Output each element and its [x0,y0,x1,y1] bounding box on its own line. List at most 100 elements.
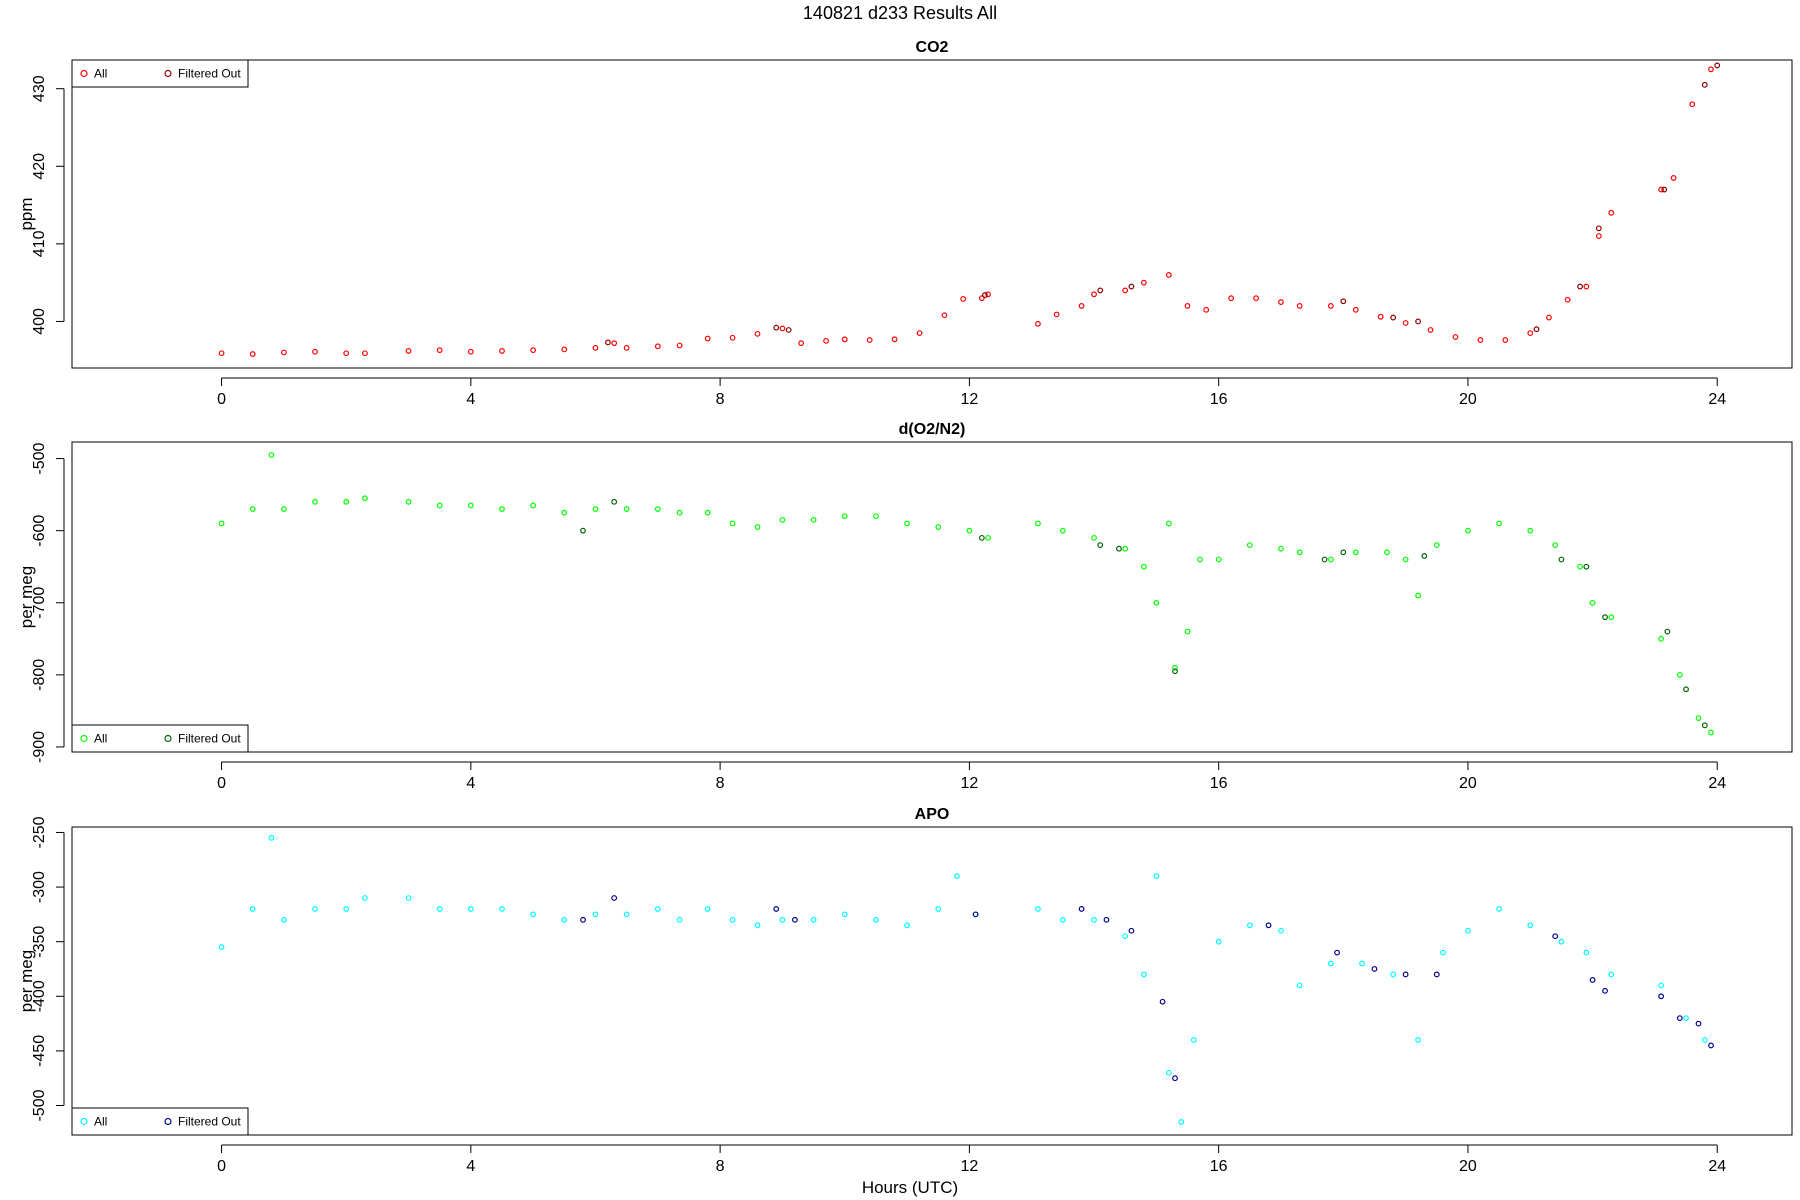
data-point [841,911,848,918]
series-1 [605,62,1721,346]
data-point [361,495,368,502]
data-point [1140,563,1147,570]
data-point [1433,542,1440,548]
data-point [1658,186,1665,193]
data-point [1352,306,1359,313]
data-point [1053,311,1060,318]
data-point [499,906,505,912]
data-point [343,350,350,357]
data-point [966,527,973,534]
data-point [1340,298,1347,305]
y-tick-label: -500 [31,1089,48,1121]
data-point [1602,987,1608,994]
data-point [218,520,225,527]
y-tick-label: -250 [31,816,48,848]
data-point [1140,971,1147,978]
y-tick-label: 410 [31,230,48,257]
data-point [467,502,474,509]
x-tick-label: 4 [466,391,475,408]
legend-label: All [94,1115,107,1129]
data-point [1384,549,1390,556]
data-point [1695,715,1702,722]
data-point [704,509,711,516]
data-point [1415,1037,1421,1043]
data-point [1334,949,1340,956]
legend-box [71,724,249,753]
data-point [249,506,256,512]
data-point [729,334,736,341]
series-0 [218,452,1714,736]
x-tick-label: 24 [1708,391,1726,408]
data-point [1097,287,1104,294]
data-point [779,325,786,332]
data-point [1402,556,1409,563]
data-point [1708,729,1714,736]
data-point [1122,933,1129,940]
data-point [1683,1015,1689,1022]
data-point [592,344,599,351]
data-point [499,348,505,354]
data-point [1527,330,1534,336]
data-point [467,348,474,355]
panel-1: d(O2/N2) 0 4 8 12 16 20 24 -500 -600 -700 -800 -900 p… [17,421,1793,792]
data-point [1527,922,1534,929]
data-point [1296,549,1303,556]
data-point [611,895,618,901]
data-point [343,498,350,505]
panel-title: d(O2/N2) [899,421,966,438]
legend-marker [80,69,88,78]
data-point [754,330,761,337]
data-point [268,452,275,458]
data-point [1327,556,1334,563]
y-axis-label: ppm [17,197,36,230]
data-point [841,336,848,343]
data-point [268,835,275,841]
data-point [1296,982,1303,989]
data-point [941,312,948,319]
data-point [1165,272,1172,278]
legend-marker [164,69,172,78]
x-axis-label: Hours (UTC) [862,1178,958,1197]
legend-label: Filtered Out [178,1115,241,1129]
panel-title: APO [915,806,950,823]
data-point [1377,313,1384,320]
y-axis-label: per meg [17,566,36,628]
data-point [1589,977,1596,983]
data-point [798,340,805,347]
data-point [1683,686,1689,693]
legend-box [71,1107,249,1136]
y-tick-label: -600 [31,515,48,547]
data-point [935,524,942,530]
series-0 [218,835,1708,1125]
data-point [935,906,942,912]
data-point [729,520,736,527]
data-point [1661,186,1668,193]
y-tick-label: 430 [31,75,48,102]
data-point [1714,62,1721,69]
legend-box [71,59,249,88]
data-point [1359,960,1365,967]
data-point [823,337,829,344]
data-point [1172,668,1178,675]
data-point [1546,314,1552,321]
data-point [676,342,683,349]
x-tick-label: 12 [960,775,978,792]
y-tick-label: -900 [31,731,48,763]
data-point [405,348,412,354]
data-point [1035,906,1041,912]
data-point [1533,326,1540,333]
series-0 [218,66,1714,357]
data-point [1253,295,1259,302]
data-point [605,339,611,346]
data-point [1122,287,1129,294]
data-point [1278,299,1284,305]
legend-label: Filtered Out [178,67,241,81]
x-tick-label: 20 [1459,775,1477,792]
data-point [779,516,786,523]
data-point [1583,283,1590,290]
x-tick-label: 0 [217,775,226,792]
data-point [1664,628,1671,635]
data-point [1552,542,1559,548]
data-point [1465,927,1471,934]
